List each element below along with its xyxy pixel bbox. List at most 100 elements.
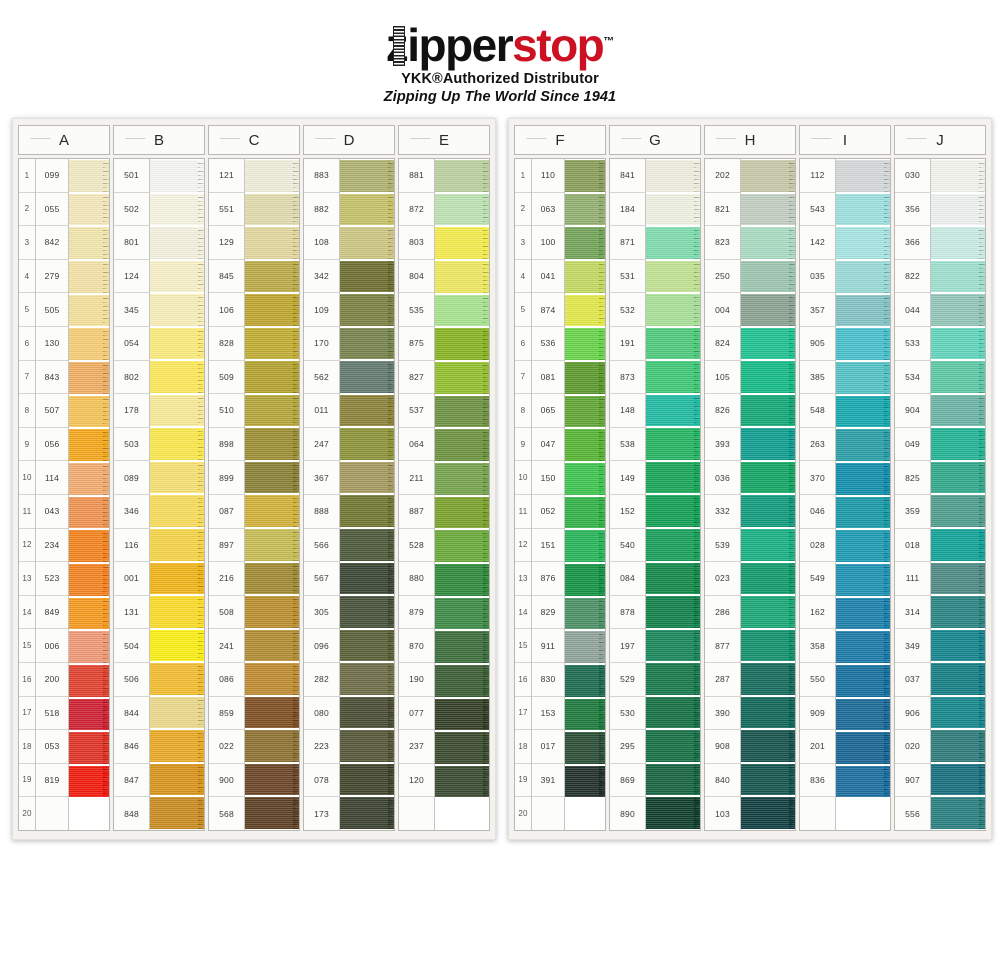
color-swatch[interactable] xyxy=(435,698,489,731)
color-swatch[interactable] xyxy=(69,361,109,394)
color-code-cell[interactable]: 869 xyxy=(610,763,645,798)
color-code-cell[interactable]: 342 xyxy=(304,259,339,294)
color-code-cell[interactable]: 393 xyxy=(705,427,740,462)
color-swatch[interactable] xyxy=(565,160,605,192)
color-swatch[interactable] xyxy=(150,696,204,729)
color-code-cell[interactable]: 056 xyxy=(36,427,68,462)
color-code-cell[interactable]: 004 xyxy=(705,293,740,327)
color-code-cell[interactable]: 099 xyxy=(36,159,68,193)
color-code-cell[interactable]: 548 xyxy=(800,394,835,428)
color-code-cell[interactable]: 234 xyxy=(36,528,68,563)
color-code-cell[interactable] xyxy=(399,797,434,830)
color-code-cell[interactable]: 064 xyxy=(399,427,434,462)
color-code-cell[interactable]: 047 xyxy=(532,427,564,462)
color-code-cell[interactable]: 011 xyxy=(304,394,339,428)
color-swatch[interactable] xyxy=(340,327,394,360)
color-swatch[interactable] xyxy=(435,732,489,764)
color-swatch[interactable] xyxy=(836,260,890,293)
color-swatch[interactable] xyxy=(741,227,795,259)
color-swatch[interactable] xyxy=(150,394,204,427)
color-swatch[interactable] xyxy=(435,631,489,663)
color-code-cell[interactable]: 049 xyxy=(895,427,930,462)
color-code-cell[interactable]: 518 xyxy=(36,696,68,731)
color-swatch[interactable] xyxy=(150,361,204,393)
color-swatch[interactable] xyxy=(150,294,204,326)
color-code-cell[interactable]: 550 xyxy=(800,662,835,697)
color-swatch[interactable] xyxy=(340,495,394,528)
color-swatch[interactable] xyxy=(340,461,394,494)
color-swatch[interactable] xyxy=(435,395,489,428)
color-code-cell[interactable]: 821 xyxy=(705,192,740,227)
color-code-cell[interactable]: 801 xyxy=(114,226,149,260)
color-swatch[interactable] xyxy=(836,395,890,428)
color-swatch[interactable] xyxy=(646,730,700,762)
color-code-cell[interactable]: 385 xyxy=(800,360,835,395)
color-code-cell[interactable]: 508 xyxy=(209,595,244,630)
color-swatch[interactable] xyxy=(340,428,394,460)
color-code-cell[interactable]: 086 xyxy=(209,662,244,697)
color-code-cell[interactable]: 822 xyxy=(895,259,930,294)
color-code-cell[interactable]: 124 xyxy=(114,259,149,294)
color-code-cell[interactable]: 501 xyxy=(114,159,149,193)
color-swatch[interactable] xyxy=(69,294,109,327)
color-swatch[interactable] xyxy=(340,596,394,628)
color-code-cell[interactable]: 504 xyxy=(114,629,149,663)
color-swatch[interactable] xyxy=(646,260,700,293)
color-swatch[interactable] xyxy=(565,530,605,562)
color-swatch[interactable] xyxy=(565,664,605,697)
color-swatch[interactable] xyxy=(741,428,795,460)
color-code-cell[interactable]: 803 xyxy=(399,226,434,260)
color-swatch[interactable] xyxy=(435,227,489,259)
color-swatch[interactable] xyxy=(836,328,890,360)
color-code-cell[interactable]: 216 xyxy=(209,562,244,596)
color-code-cell[interactable]: 111 xyxy=(895,562,930,596)
color-swatch[interactable] xyxy=(565,328,605,360)
color-swatch[interactable] xyxy=(741,260,795,293)
color-code-cell[interactable]: 844 xyxy=(114,696,149,731)
color-code-cell[interactable]: 065 xyxy=(532,394,564,428)
color-code-cell[interactable]: 849 xyxy=(36,595,68,630)
color-code-cell[interactable]: 106 xyxy=(209,293,244,327)
color-code-cell[interactable]: 162 xyxy=(800,595,835,630)
color-swatch[interactable] xyxy=(150,428,204,460)
color-swatch[interactable] xyxy=(340,797,394,829)
color-swatch[interactable] xyxy=(245,730,299,762)
color-swatch[interactable] xyxy=(931,663,985,695)
color-code-cell[interactable]: 055 xyxy=(36,192,68,227)
color-code-cell[interactable]: 120 xyxy=(399,763,434,798)
color-swatch[interactable] xyxy=(741,529,795,561)
color-code-cell[interactable]: 898 xyxy=(209,427,244,462)
color-code-cell[interactable]: 879 xyxy=(399,595,434,630)
color-swatch[interactable] xyxy=(245,160,299,192)
color-swatch[interactable] xyxy=(741,160,795,192)
color-code-cell[interactable]: 877 xyxy=(705,629,740,663)
color-swatch[interactable] xyxy=(150,227,204,259)
color-code-cell[interactable]: 887 xyxy=(399,494,434,529)
color-swatch[interactable] xyxy=(69,563,109,596)
color-swatch[interactable] xyxy=(646,596,700,628)
color-code-cell[interactable]: 279 xyxy=(36,259,68,294)
color-swatch[interactable] xyxy=(836,631,890,663)
color-code-cell[interactable]: 046 xyxy=(800,494,835,529)
color-code-cell[interactable] xyxy=(800,797,835,830)
color-swatch[interactable] xyxy=(836,496,890,529)
color-code-cell[interactable] xyxy=(36,797,68,830)
color-swatch[interactable] xyxy=(646,663,700,695)
color-code-cell[interactable]: 131 xyxy=(114,595,149,630)
color-code-cell[interactable]: 100 xyxy=(532,226,564,260)
color-swatch[interactable] xyxy=(340,629,394,662)
color-code-cell[interactable]: 063 xyxy=(532,192,564,227)
color-swatch[interactable] xyxy=(565,227,605,259)
color-swatch[interactable] xyxy=(931,797,985,829)
color-swatch[interactable] xyxy=(931,193,985,226)
color-code-cell[interactable]: 566 xyxy=(304,528,339,563)
color-code-cell[interactable]: 824 xyxy=(705,326,740,361)
color-code-cell[interactable]: 881 xyxy=(399,159,434,193)
color-swatch[interactable] xyxy=(69,462,109,495)
color-code-cell[interactable]: 825 xyxy=(895,461,930,495)
color-code-cell[interactable]: 536 xyxy=(532,326,564,361)
color-swatch[interactable] xyxy=(741,797,795,829)
color-code-cell[interactable]: 840 xyxy=(705,763,740,798)
color-code-cell[interactable]: 870 xyxy=(399,629,434,663)
color-swatch[interactable] xyxy=(435,765,489,798)
